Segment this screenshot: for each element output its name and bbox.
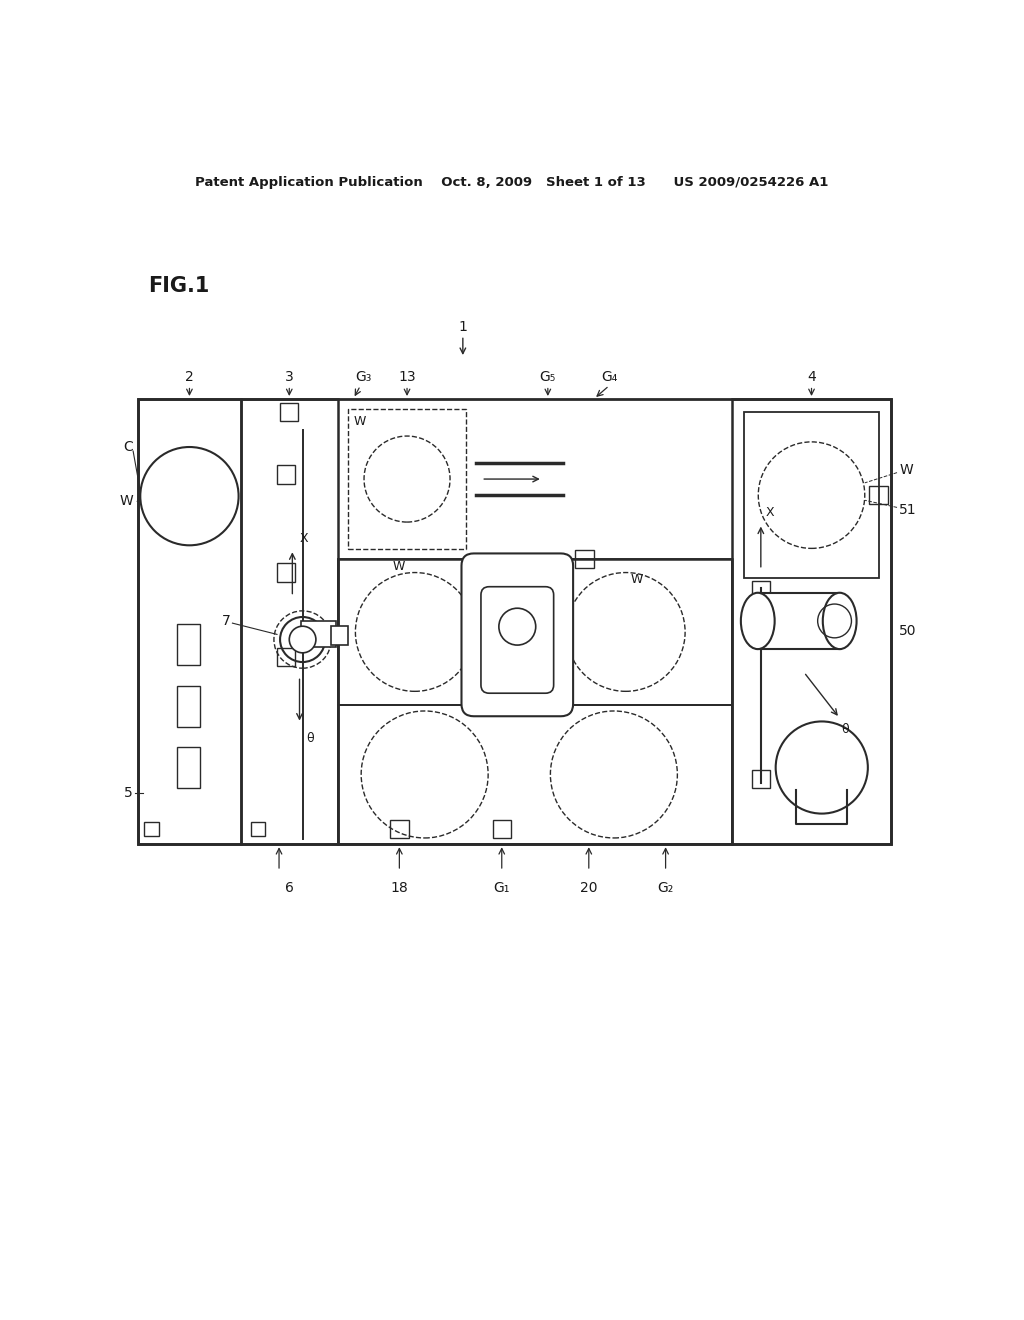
Bar <box>177 685 200 726</box>
Text: θ: θ <box>842 723 849 737</box>
FancyBboxPatch shape <box>481 586 554 693</box>
Text: X: X <box>766 506 774 519</box>
Bar <box>138 399 891 845</box>
Bar <box>752 770 770 788</box>
Bar <box>744 412 879 578</box>
Text: 50: 50 <box>899 624 916 638</box>
Bar <box>138 399 241 845</box>
Bar <box>338 705 732 845</box>
Bar <box>332 626 348 644</box>
Bar <box>276 466 295 484</box>
Bar <box>241 399 338 845</box>
Ellipse shape <box>741 593 774 649</box>
Circle shape <box>289 626 315 653</box>
Text: 5: 5 <box>124 787 133 800</box>
Text: 2: 2 <box>185 370 194 384</box>
Text: 3: 3 <box>285 370 294 384</box>
Text: W: W <box>120 494 133 508</box>
Text: G₃: G₃ <box>355 370 372 384</box>
FancyBboxPatch shape <box>462 553 573 717</box>
Text: 51: 51 <box>899 503 916 517</box>
Text: 20: 20 <box>580 882 598 895</box>
Text: G₁: G₁ <box>494 882 510 895</box>
Text: G₄: G₄ <box>601 370 617 384</box>
Text: 6: 6 <box>285 882 294 895</box>
Text: 7: 7 <box>221 614 230 628</box>
Bar <box>338 560 732 845</box>
Bar <box>348 409 466 549</box>
Text: Patent Application Publication    Oct. 8, 2009   Sheet 1 of 13      US 2009/0254: Patent Application Publication Oct. 8, 2… <box>196 177 828 189</box>
Text: θ: θ <box>307 731 314 744</box>
Text: W: W <box>353 416 366 428</box>
Text: 4: 4 <box>807 370 816 384</box>
Bar <box>280 403 299 421</box>
Bar <box>575 550 594 569</box>
Bar <box>301 622 336 647</box>
Text: 13: 13 <box>398 370 416 384</box>
Bar <box>493 820 511 838</box>
Bar <box>869 486 888 504</box>
Bar <box>177 747 200 788</box>
Bar <box>251 822 265 836</box>
Text: X: X <box>299 532 308 545</box>
Bar <box>177 624 200 665</box>
Bar <box>276 564 295 582</box>
Text: W: W <box>392 560 404 573</box>
Circle shape <box>499 609 536 645</box>
Bar <box>752 581 770 599</box>
Text: FIG.1: FIG.1 <box>148 276 210 296</box>
Bar <box>390 820 409 838</box>
Bar <box>144 822 159 836</box>
Text: 1: 1 <box>459 321 467 334</box>
Text: C: C <box>123 440 133 454</box>
Text: W: W <box>899 462 912 477</box>
Ellipse shape <box>823 593 856 649</box>
Text: W: W <box>631 573 643 586</box>
Text: G₂: G₂ <box>657 882 674 895</box>
Bar <box>276 648 295 667</box>
Bar <box>338 560 732 705</box>
Bar <box>758 593 840 649</box>
Text: G₅: G₅ <box>540 370 556 384</box>
Text: 18: 18 <box>390 882 409 895</box>
Bar <box>732 399 891 845</box>
